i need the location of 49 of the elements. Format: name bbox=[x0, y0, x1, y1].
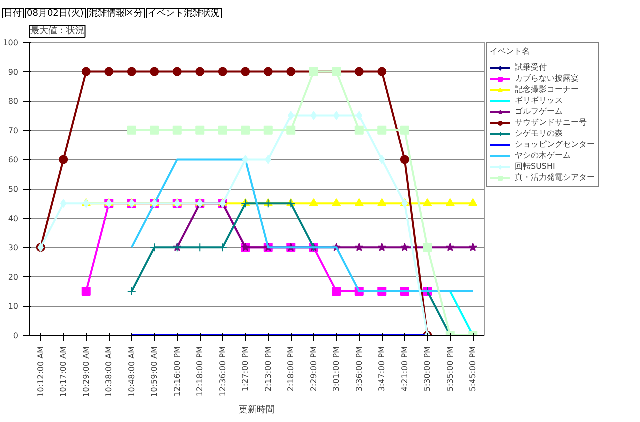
y-tick-label: 90 bbox=[8, 68, 19, 77]
x-tick-label: 12:18:00 PM bbox=[196, 346, 205, 397]
legend-label: 記念撮影コーナー bbox=[515, 84, 579, 95]
x-tick-label: 4:21:00 PM bbox=[400, 346, 410, 392]
x-tick-label: 10:48:00 AM bbox=[127, 346, 136, 398]
y-tick-label: 60 bbox=[8, 156, 19, 165]
legend-label: カブらない披露宴 bbox=[515, 73, 579, 84]
legend-title: イベント名 bbox=[490, 46, 531, 57]
legend-label: ヤシの木ゲーム bbox=[515, 150, 571, 161]
x-tick-label: 12:36:00 PM bbox=[218, 346, 228, 397]
x-tick-label: 3:47:00 PM bbox=[378, 346, 387, 392]
legend-label: シゲモリの森 bbox=[515, 128, 563, 139]
text: 日付 bbox=[2, 8, 24, 20]
text: 08月02日(火) bbox=[25, 8, 86, 20]
y-tick-label: 20 bbox=[8, 272, 19, 282]
x-tick-label: 5:45:00 PM bbox=[468, 346, 478, 392]
x-tick-label: 10:59:00 AM bbox=[150, 346, 160, 398]
x-tick-label: 2:18:00 PM bbox=[286, 346, 296, 392]
y-tick-label: 100 bbox=[3, 38, 19, 48]
x-tick-label: 2:13:00 PM bbox=[264, 346, 273, 392]
legend-label: ギリギリッス bbox=[515, 95, 563, 106]
text: 混雑情報区分 bbox=[86, 8, 145, 20]
legend-label: ゴルフゲーム bbox=[515, 106, 563, 117]
legend-label: 真・活力発電シアター bbox=[515, 172, 595, 183]
x-tick-label: 10:12:00 AM bbox=[36, 346, 46, 398]
x-tick-label: 10:29:00 AM bbox=[82, 346, 91, 398]
x-axis-title: 更新時間 bbox=[239, 404, 275, 416]
y-tick-label: 10 bbox=[8, 302, 19, 312]
legend-label: ショッピングセンター bbox=[515, 139, 595, 150]
x-tick-label: 10:38:00 AM bbox=[104, 346, 114, 398]
chart-title: 最大値 : 状況 bbox=[30, 26, 84, 36]
text: イベント混雑状況 bbox=[146, 8, 222, 20]
y-tick-label: 0 bbox=[13, 332, 19, 340]
legend-label: サウザンドサニー号 bbox=[515, 117, 587, 128]
x-tick-label: 10:17:00 AM bbox=[59, 346, 68, 398]
y-tick-label: 80 bbox=[8, 97, 19, 106]
x-tick-label: 12:16:00 PM bbox=[172, 346, 182, 397]
x-tick-label: 5:30:00 PM bbox=[423, 346, 432, 392]
legend-label: 回転SUSHI bbox=[515, 161, 556, 172]
legend-label: 試乗受付 bbox=[515, 62, 547, 73]
y-tick-label: 70 bbox=[8, 126, 19, 136]
x-tick-label: 3:01:00 PM bbox=[332, 346, 342, 392]
x-tick-label: 5:35:00 PM bbox=[446, 346, 455, 392]
x-tick-label: 1:27:00 PM bbox=[241, 346, 250, 392]
y-tick-label: 50 bbox=[8, 185, 19, 194]
x-tick-label: 3:36:00 PM bbox=[354, 346, 364, 392]
y-tick-label: 40 bbox=[8, 214, 19, 224]
x-tick-label: 2:29:00 PM bbox=[309, 346, 318, 392]
y-tick-label: 30 bbox=[8, 244, 19, 253]
